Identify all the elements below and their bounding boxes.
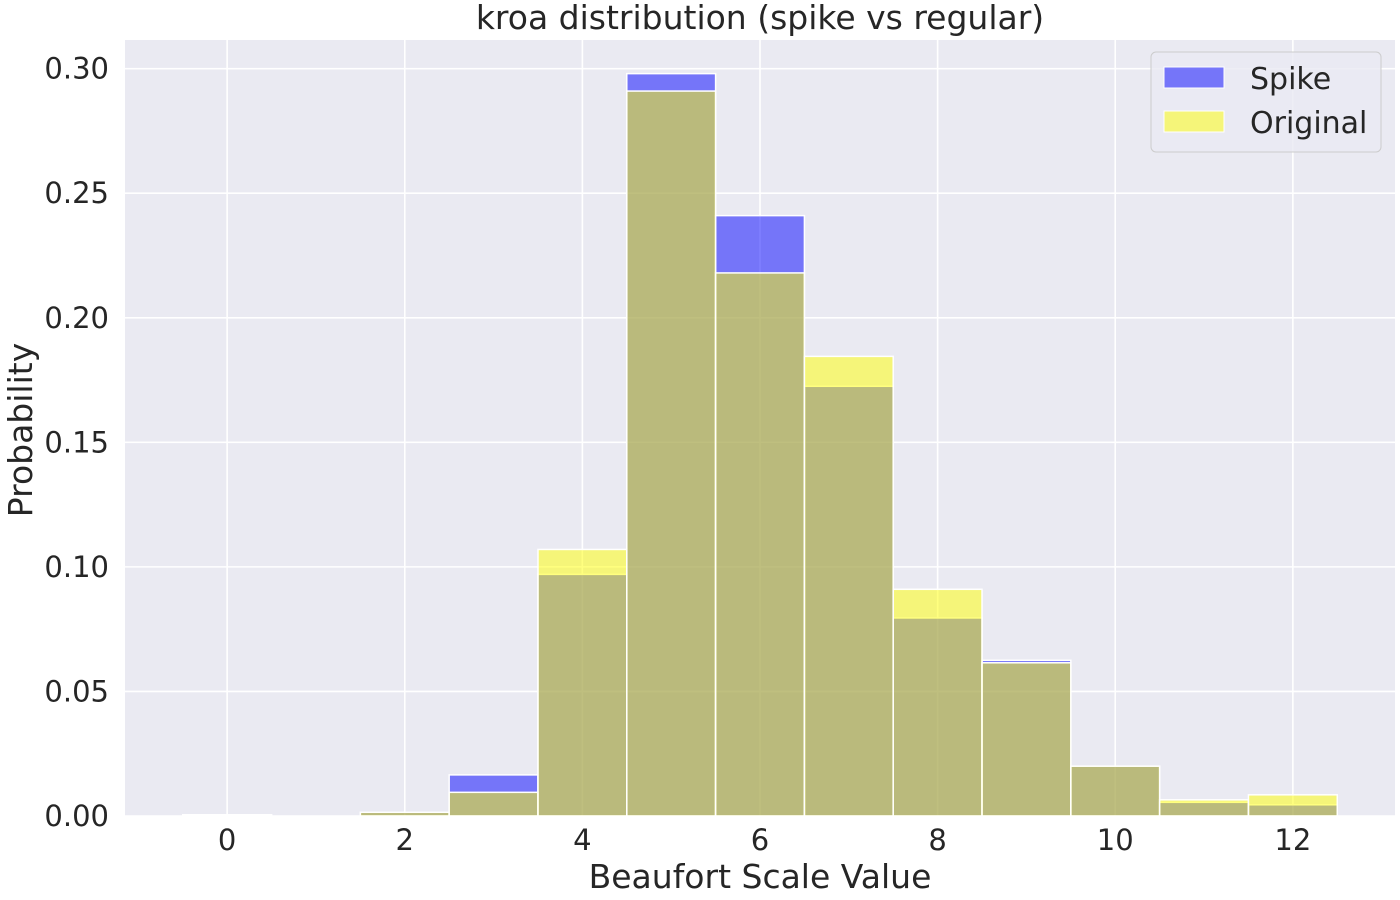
y-tick-label: 0.20 xyxy=(44,301,109,335)
bars xyxy=(181,72,1339,817)
bar-original-2 xyxy=(359,811,450,817)
x-tick-label: 4 xyxy=(573,823,591,857)
x-tick-label: 8 xyxy=(928,823,946,857)
x-tick-label: 12 xyxy=(1274,823,1311,857)
chart-title: kroa distribution (spike vs regular) xyxy=(476,0,1044,37)
bar-original-9 xyxy=(981,662,1072,817)
x-tick-label: 6 xyxy=(751,823,769,857)
y-tick-label: 0.15 xyxy=(44,425,109,459)
legend: Spike Original xyxy=(1150,51,1382,153)
y-tick-label: 0.10 xyxy=(44,550,109,584)
x-axis-title: Beaufort Scale Value xyxy=(589,857,932,896)
legend-swatch-spike xyxy=(1163,66,1225,89)
bar-original-10 xyxy=(1070,765,1161,817)
bar-original-3 xyxy=(448,791,539,817)
y-tick-label: 0.05 xyxy=(44,674,109,708)
legend-label-spike: Spike xyxy=(1250,62,1331,97)
bar-original-11 xyxy=(1158,799,1250,817)
bar-original-4 xyxy=(537,548,628,817)
y-axis-ticks: 0.00 0.05 0.10 0.15 0.20 0.25 0.30 xyxy=(44,52,109,833)
legend-label-original: Original xyxy=(1250,106,1367,141)
x-tick-label: 2 xyxy=(396,823,414,857)
x-axis-ticks: 0 2 4 6 8 10 12 xyxy=(218,823,1311,857)
bar-original-6 xyxy=(714,272,806,817)
x-tick-label: 10 xyxy=(1097,823,1134,857)
y-tick-label: 0.00 xyxy=(44,799,109,833)
y-tick-label: 0.25 xyxy=(44,176,109,210)
bar-original-8 xyxy=(892,588,983,817)
y-tick-label: 0.30 xyxy=(44,52,109,86)
x-tick-label: 0 xyxy=(218,823,236,857)
bar-original-12 xyxy=(1247,794,1339,817)
bar-original-7 xyxy=(803,355,894,817)
legend-swatch-original xyxy=(1163,110,1225,133)
y-axis-title: Probability xyxy=(1,343,40,517)
bar-original-5 xyxy=(626,90,717,817)
bar-original-0 xyxy=(181,814,273,817)
